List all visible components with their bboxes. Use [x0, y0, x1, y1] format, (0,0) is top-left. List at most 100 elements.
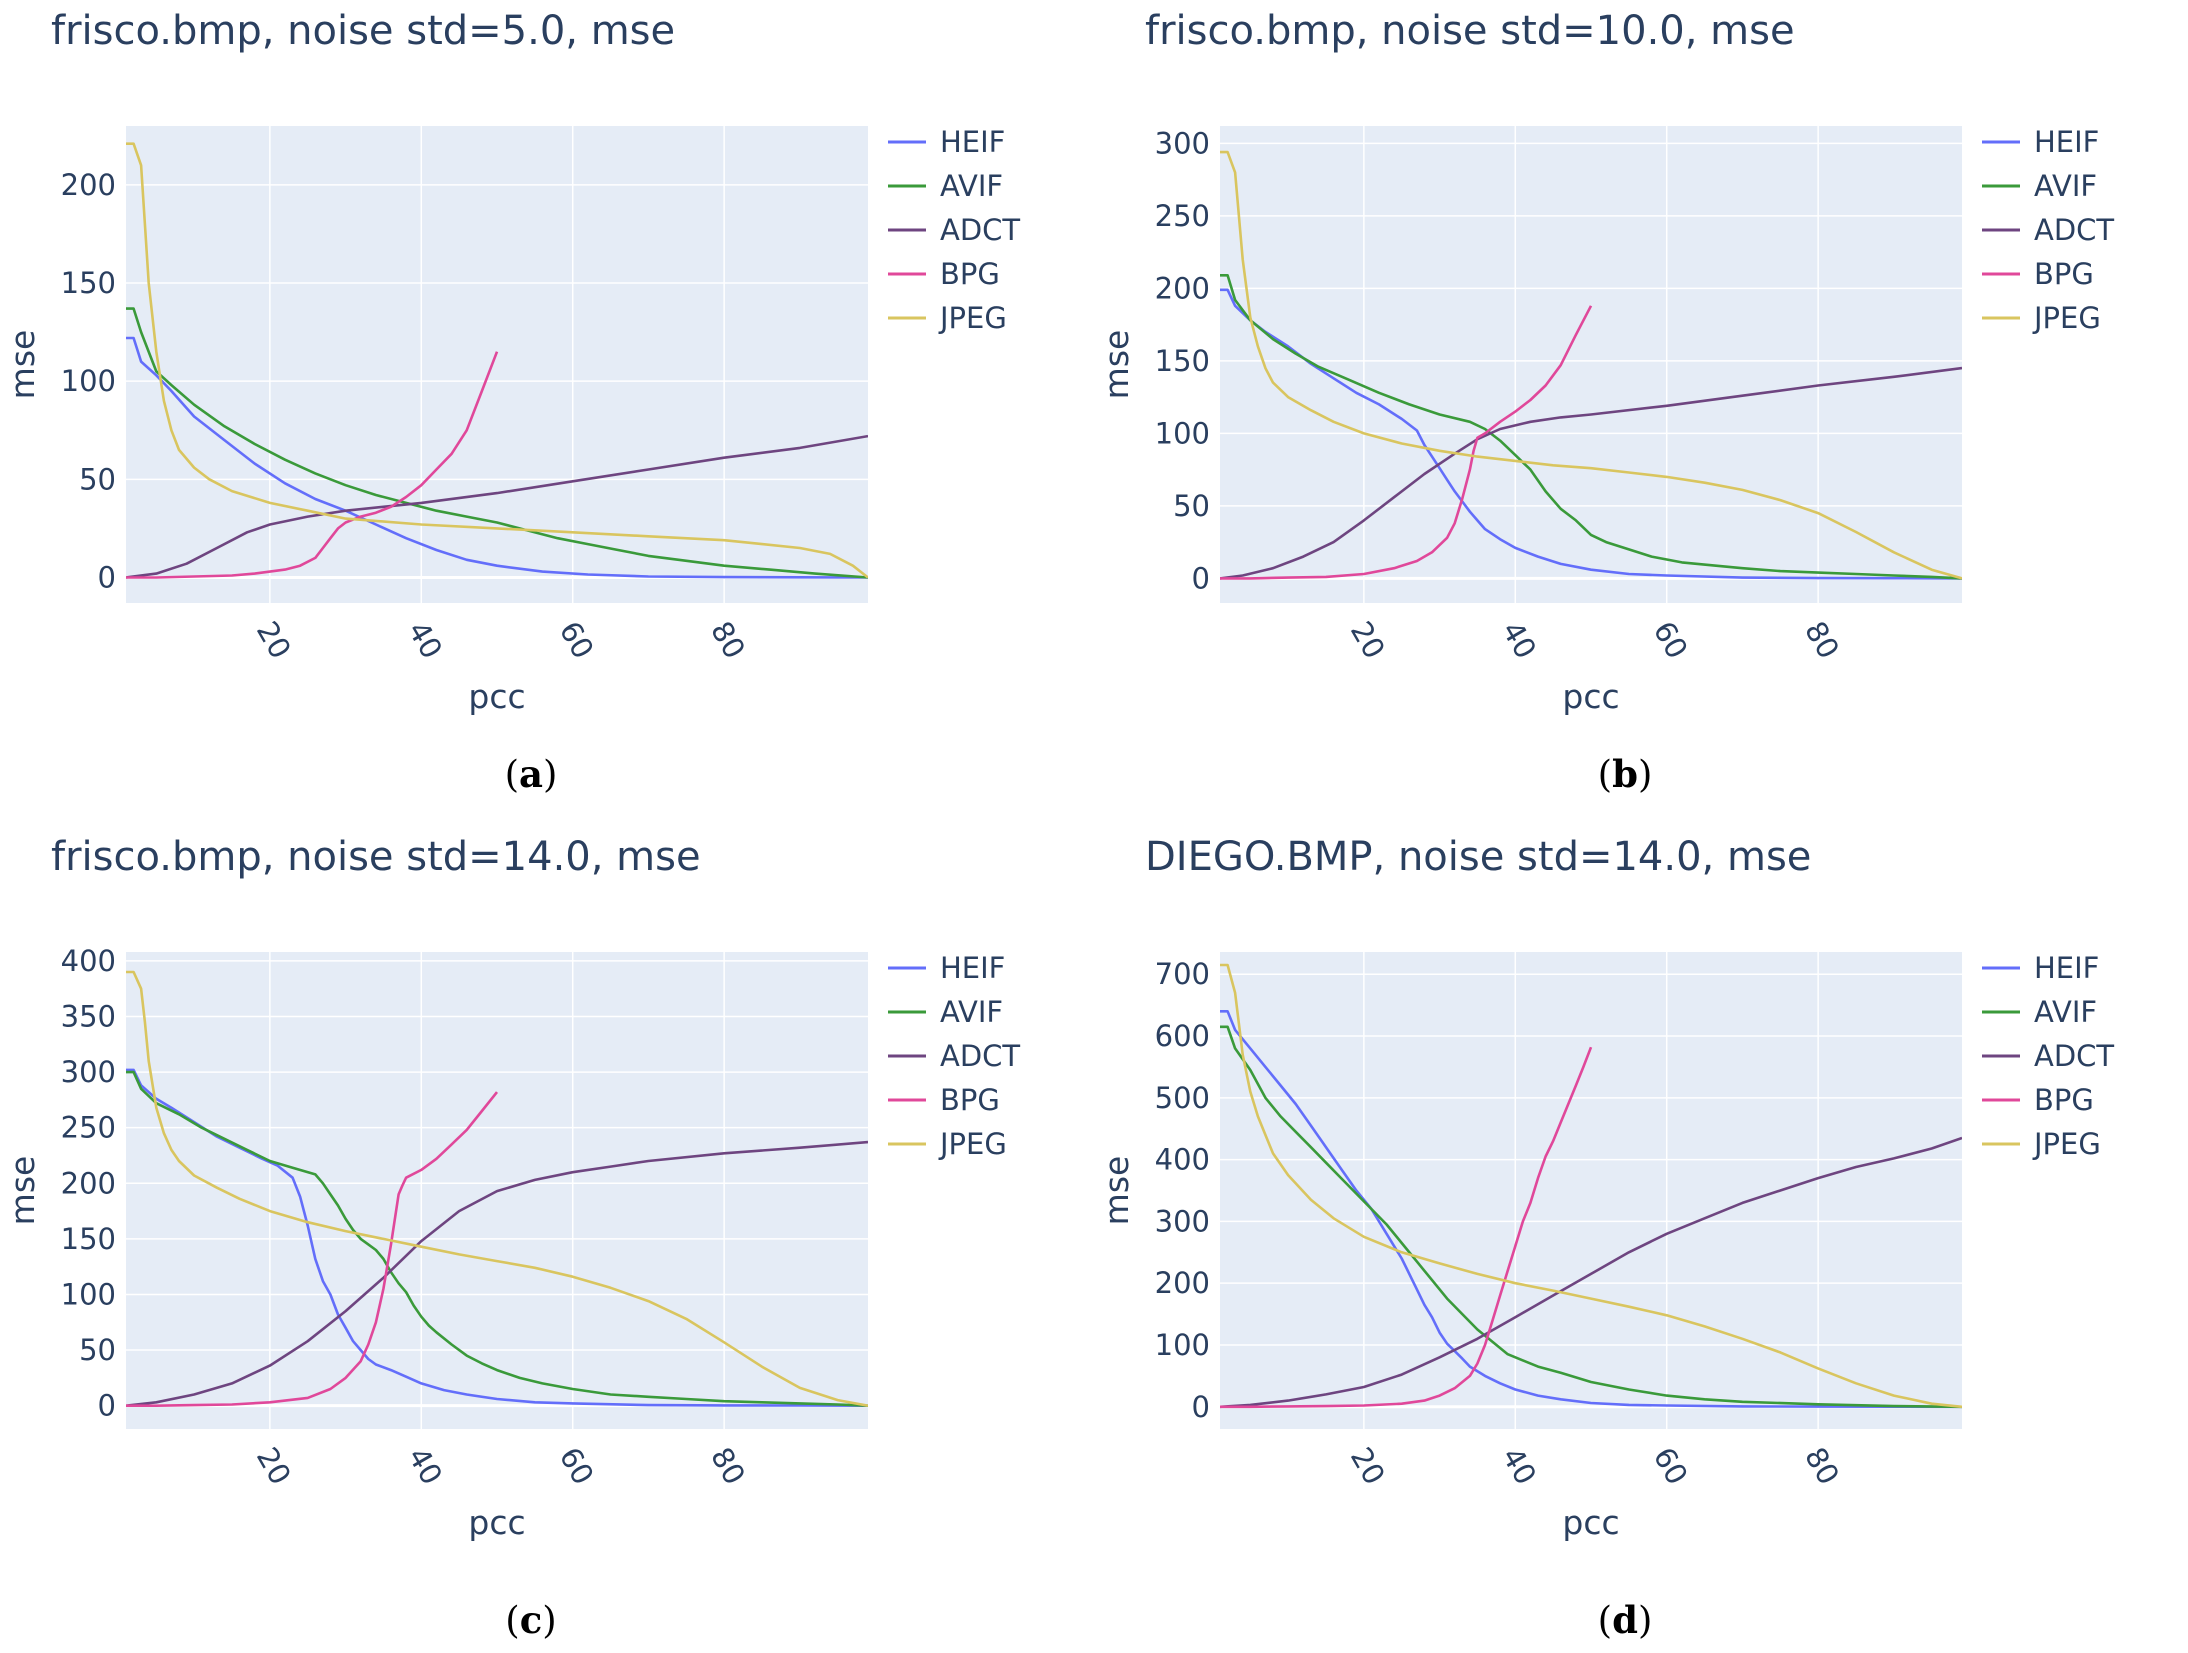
legend-label-bpg[interactable]: BPG: [940, 1083, 1000, 1117]
x-tick-label: 40: [401, 616, 449, 665]
y-tick-label: 200: [1155, 1266, 1210, 1300]
x-axis-title: pcc: [1562, 677, 1619, 716]
series-line-jpeg: [126, 142, 868, 579]
caption-letter: b: [1612, 752, 1638, 796]
y-tick-label: 50: [79, 462, 116, 496]
chart-d: DIEGO.BMP, noise std=14.0, mse 0 100 200 300…: [1097, 834, 2114, 1542]
series-line-heif: [1220, 288, 1962, 580]
series-line-avif: [126, 1070, 868, 1407]
chart-panel-d: DIEGO.BMP, noise std=14.0, mse 0 100 200 300…: [1094, 826, 2188, 1652]
y-tick-label: 50: [79, 1333, 116, 1367]
legend-label-heif[interactable]: HEIF: [2034, 125, 2099, 159]
chart-panel-b: frisco.bmp, noise std=10.0, mse 0 50 100 150…: [1094, 0, 2188, 826]
x-tick-label: 40: [401, 1442, 449, 1491]
chart-title: DIEGO.BMP, noise std=14.0, mse: [1145, 834, 1811, 880]
caption-letter: c: [519, 1598, 543, 1642]
legend-label-avif[interactable]: AVIF: [940, 169, 1003, 203]
chart-title: frisco.bmp, noise std=14.0, mse: [51, 834, 701, 880]
series-line-adct: [1220, 1136, 1962, 1409]
caption-letter: a: [519, 752, 543, 796]
y-tick-label: 700: [1155, 957, 1210, 991]
y-tick-label: 500: [1155, 1081, 1210, 1115]
x-tick-label: 20: [1344, 1442, 1392, 1491]
plot-area: [1220, 952, 1962, 1429]
chart-a: frisco.bmp, noise std=5.0, mse 0 50 100 150 2…: [3, 8, 1020, 716]
y-tick-label: 100: [1155, 1328, 1210, 1362]
y-tick-label: 0: [1192, 1390, 1210, 1424]
legend-label-bpg[interactable]: BPG: [940, 257, 1000, 291]
y-tick-label: 400: [61, 944, 116, 978]
x-tick-label: 60: [553, 616, 601, 665]
legend-label-bpg[interactable]: BPG: [2034, 1083, 2094, 1117]
caption-b: (b): [1597, 752, 1653, 796]
legend-label-heif[interactable]: HEIF: [940, 125, 1005, 159]
legend-label-avif[interactable]: AVIF: [2034, 169, 2097, 203]
series-line-jpeg: [1220, 963, 1962, 1409]
y-tick-label: 300: [1155, 126, 1210, 160]
legend-label-jpeg[interactable]: JPEG: [938, 301, 1007, 335]
chart-panel-c: frisco.bmp, noise std=14.0, mse 0 50 100 150…: [0, 826, 1094, 1652]
y-tick-label: 100: [61, 364, 116, 398]
x-tick-label: 80: [1798, 1442, 1846, 1491]
y-tick-label: 50: [1173, 489, 1210, 523]
legend-label-bpg[interactable]: BPG: [2034, 257, 2094, 291]
y-tick-label: 150: [61, 266, 116, 300]
legend-label-adct[interactable]: ADCT: [940, 1039, 1020, 1073]
caption-d: (d): [1597, 1598, 1653, 1642]
x-tick-label: 20: [250, 1442, 298, 1491]
y-tick-label: 200: [61, 168, 116, 202]
legend-label-adct[interactable]: ADCT: [2034, 1039, 2114, 1073]
legend-label-jpeg[interactable]: JPEG: [2032, 301, 2101, 335]
series-line-bpg: [1220, 1046, 1593, 1409]
y-tick-label: 100: [61, 1277, 116, 1311]
series-line-avif: [1220, 1025, 1962, 1409]
y-tick-label: 300: [1155, 1204, 1210, 1238]
x-tick-label: 20: [250, 616, 298, 665]
legend-label-jpeg[interactable]: JPEG: [2032, 1127, 2101, 1161]
x-tick-label: 40: [1495, 616, 1543, 665]
series-line-adct: [126, 1140, 868, 1407]
y-tick-label: 300: [61, 1055, 116, 1089]
chart-c: frisco.bmp, noise std=14.0, mse 0 50 100 150…: [3, 834, 1020, 1542]
legend-label-avif[interactable]: AVIF: [2034, 995, 2097, 1029]
plot-area: [126, 126, 868, 603]
legend-label-jpeg[interactable]: JPEG: [938, 1127, 1007, 1161]
plot-area: [1220, 126, 1962, 603]
x-tick-label: 80: [704, 1442, 752, 1491]
y-tick-label: 0: [98, 1389, 116, 1423]
x-tick-label: 80: [704, 616, 752, 665]
y-axis-title: mse: [3, 330, 42, 400]
series-line-avif: [126, 307, 868, 579]
chart-panel-a: frisco.bmp, noise std=5.0, mse 0 50 100 150 2…: [0, 0, 1094, 826]
y-tick-label: 250: [1155, 199, 1210, 233]
x-axis-title: pcc: [468, 1503, 525, 1542]
x-tick-label: 60: [1647, 616, 1695, 665]
legend-label-avif[interactable]: AVIF: [940, 995, 1003, 1029]
y-tick-label: 0: [1192, 561, 1210, 595]
x-axis-title: pcc: [468, 677, 525, 716]
caption-letter: d: [1612, 1598, 1638, 1642]
series-line-jpeg: [126, 970, 868, 1407]
y-tick-label: 400: [1155, 1143, 1210, 1177]
series-line-jpeg: [1220, 150, 1962, 580]
y-tick-label: 250: [61, 1111, 116, 1145]
y-tick-label: 150: [1155, 344, 1210, 378]
y-tick-label: 600: [1155, 1019, 1210, 1053]
chart-b: frisco.bmp, noise std=10.0, mse 0 50 100 150…: [1097, 8, 2114, 716]
series-line-avif: [1220, 273, 1962, 580]
series-line-adct: [126, 434, 868, 579]
legend-label-heif[interactable]: HEIF: [2034, 951, 2099, 985]
legend-label-adct[interactable]: ADCT: [2034, 213, 2114, 247]
caption-a: (a): [504, 752, 558, 796]
y-tick-label: 200: [1155, 271, 1210, 305]
y-tick-label: 100: [1155, 416, 1210, 450]
legend-label-adct[interactable]: ADCT: [940, 213, 1020, 247]
x-tick-label: 20: [1344, 616, 1392, 665]
series-line-bpg: [126, 351, 499, 579]
legend-label-heif[interactable]: HEIF: [940, 951, 1005, 985]
x-axis-title: pcc: [1562, 1503, 1619, 1542]
chart-title: frisco.bmp, noise std=10.0, mse: [1145, 8, 1795, 54]
x-tick-label: 80: [1798, 616, 1846, 665]
caption-c: (c): [505, 1598, 557, 1642]
y-tick-label: 0: [98, 560, 116, 594]
